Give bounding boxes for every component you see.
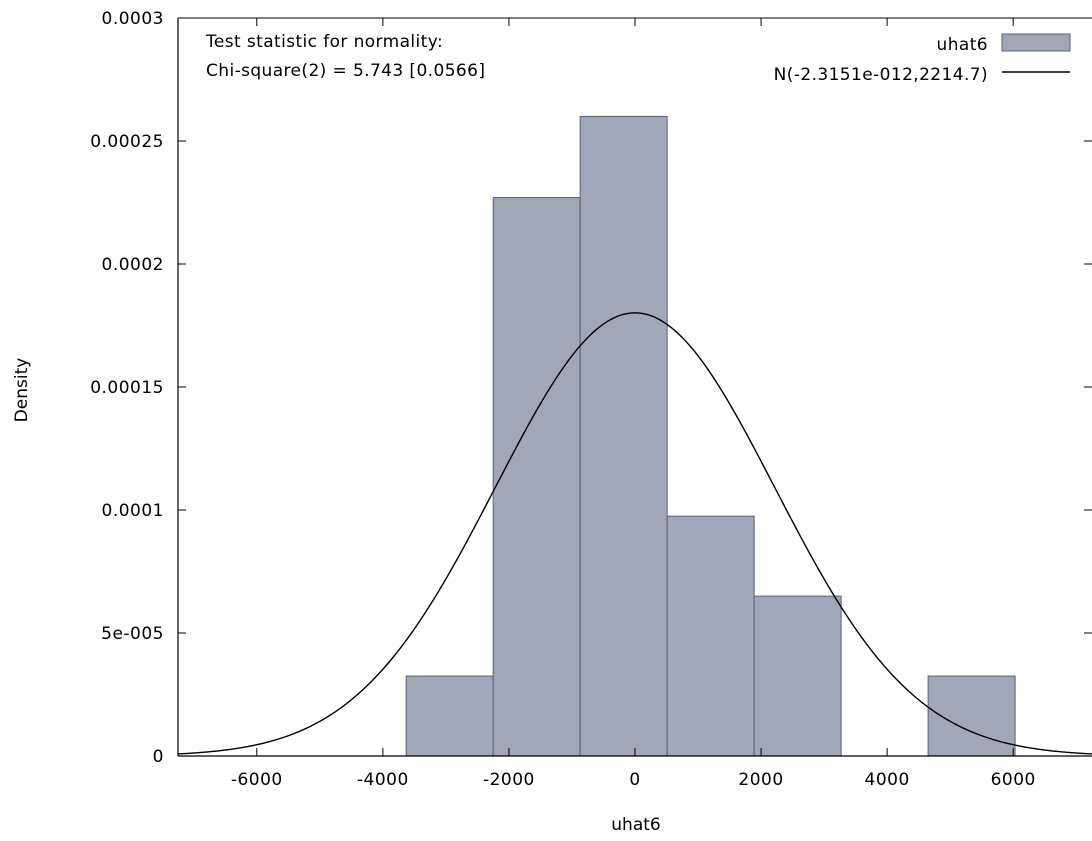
histogram-bar-1 bbox=[405, 675, 494, 757]
y-tick-label: 0.0003 bbox=[102, 9, 164, 29]
normality-test-title: Test statistic for normality: bbox=[205, 32, 443, 52]
x-tick-label: 4000 bbox=[865, 770, 910, 790]
normal-density-curve bbox=[177, 312, 1092, 755]
histogram-bar-6 bbox=[927, 675, 1016, 757]
legend: uhat6 N(-2.3151e-012,2214.7) bbox=[774, 33, 1071, 85]
normality-test-statistic: Chi-square(2) = 5.743 [0.0566] bbox=[206, 61, 485, 81]
y-axis-ticks: 0 5e-005 0.0001 0.00015 0.0002 0.00025 0.0003 bbox=[90, 9, 1092, 767]
x-axis-title: uhat6 bbox=[611, 815, 660, 835]
x-tick-label: -6000 bbox=[231, 770, 283, 790]
legend-label-normal: N(-2.3151e-012,2214.7) bbox=[774, 65, 988, 85]
histogram-bar-2 bbox=[492, 197, 581, 757]
x-tick-label: -4000 bbox=[357, 770, 409, 790]
legend-swatch-uhat6 bbox=[1001, 33, 1071, 52]
x-tick-label: 6000 bbox=[991, 770, 1036, 790]
histogram-bar-3 bbox=[579, 115, 668, 757]
y-axis-title: Density bbox=[12, 358, 32, 423]
x-tick-label: -2000 bbox=[483, 770, 535, 790]
y-tick-label: 0.0001 bbox=[102, 501, 164, 521]
y-tick-label: 0.0002 bbox=[102, 255, 164, 275]
y-tick-label: 0 bbox=[153, 747, 164, 767]
histogram-bars bbox=[405, 115, 1016, 757]
x-tick-label: 0 bbox=[629, 770, 640, 790]
y-tick-label: 0.00015 bbox=[90, 378, 164, 398]
legend-label-uhat6: uhat6 bbox=[937, 35, 988, 55]
histogram-bar-5 bbox=[753, 595, 842, 757]
x-tick-label: 2000 bbox=[738, 770, 783, 790]
y-tick-label: 0.00025 bbox=[90, 132, 164, 152]
y-tick-label: 5e-005 bbox=[101, 624, 164, 644]
histogram-bar-4 bbox=[666, 515, 755, 757]
x-axis-ticks: -6000 -4000 -2000 0 2000 4000 6000 bbox=[231, 18, 1036, 790]
